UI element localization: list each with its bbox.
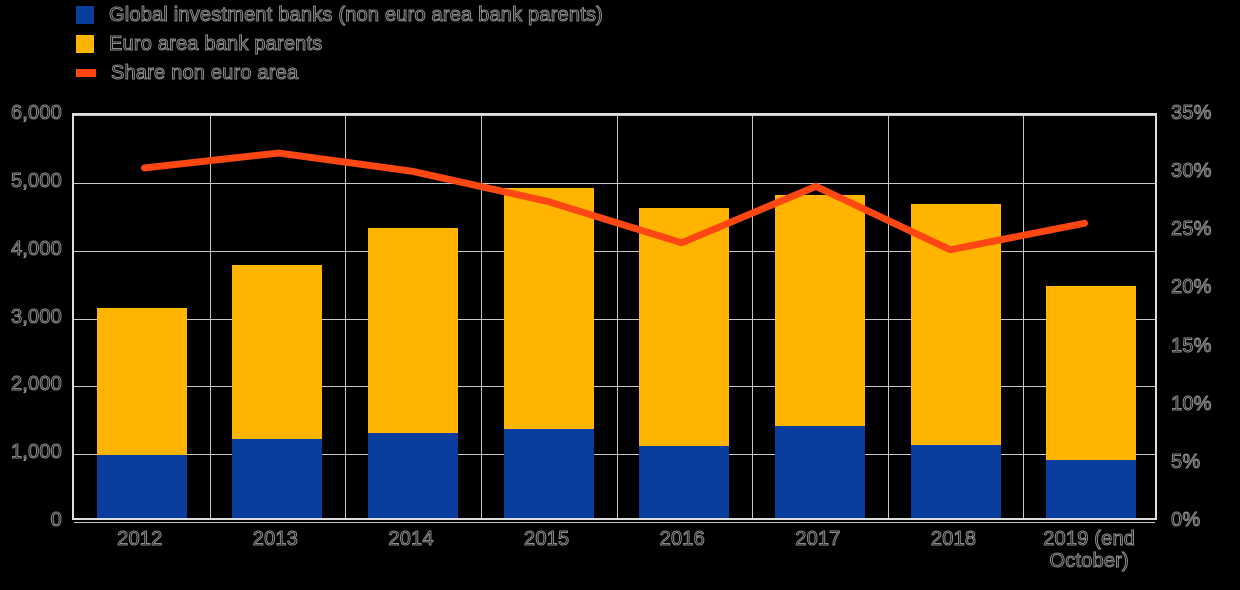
bar-segment-non-euro [774,426,865,518]
right-tick-label: 25% [1171,218,1212,241]
h-gridline [74,522,1155,523]
x-axis-label: 2016 [659,528,705,551]
h-gridline [74,115,1155,116]
x-axis-label: 2012 [117,528,163,551]
h-gridline [74,318,1155,320]
right-tick-label: 35% [1171,102,1212,125]
x-axis-label: 2014 [388,528,434,551]
left-tick-label: 1,000 [10,441,62,464]
v-gridline [616,115,618,518]
bar-segment-euro [96,307,187,455]
v-gridline [345,115,347,518]
legend-item: Share non euro area [76,62,603,85]
right-tick-label: 0% [1171,509,1201,532]
left-tick-label: 2,000 [10,373,62,396]
legend-line-orange-icon [76,69,96,77]
left-tick-label: 4,000 [10,237,62,260]
v-gridline [887,115,889,518]
bar-segment-euro [1046,286,1137,461]
v-gridline [209,115,211,518]
left-tick-label: 6,000 [10,102,62,125]
legend-item: Euro area bank parents [76,33,603,56]
legend-label: Share non euro area [110,62,299,85]
left-tick-label: 3,000 [10,305,62,328]
v-gridline [480,115,482,518]
x-axis: 2012 2013 2014 2015 2016 2017 2018 2019 (end Oc… [72,528,1157,588]
right-tick-label: 5% [1171,450,1201,473]
right-tick-label: 30% [1171,160,1212,183]
bar-segment-non-euro [910,445,1001,518]
bar-segment-non-euro [368,433,459,518]
bar-segment-euro [368,227,459,434]
h-gridline [74,454,1155,456]
right-tick-label: 15% [1171,334,1212,357]
share-line [140,149,1089,254]
v-gridline [752,115,754,518]
legend: Global investment banks (non euro area b… [76,4,603,91]
right-tick-label: 20% [1171,276,1212,299]
share-line-layer [140,149,1089,254]
x-axis-label: 2015 [524,528,570,551]
left-tick-label: 0 [50,509,62,532]
h-gridline [74,386,1155,388]
grid-layer [74,115,1155,523]
legend-label: Global investment banks (non euro area b… [108,4,604,27]
bar-segment-non-euro [96,454,187,518]
bar-segment-non-euro [639,446,730,518]
x-axis-label: 2017 [795,528,841,551]
x-axis-label: 2013 [252,528,299,551]
x-axis-label: 2019 (end October) [1043,528,1136,573]
bar-segment-euro [774,195,865,427]
plot-area [72,113,1157,523]
x-axis-label: 2018 [930,528,977,551]
legend-swatch-blue-icon [76,6,94,24]
bar-segment-euro [232,265,323,439]
bars-layer [74,115,1155,518]
bar-segment-non-euro [503,429,594,518]
legend-label: Euro area bank parents [108,33,323,56]
legend-item: Global investment banks (non euro area b… [76,4,604,27]
left-tick-label: 5,000 [10,169,62,192]
bar-segment-non-euro [232,438,323,518]
bar-segment-non-euro [1046,460,1137,518]
h-gridline [74,250,1155,252]
right-tick-label: 10% [1171,392,1212,415]
v-gridline [1023,115,1025,518]
legend-swatch-yellow-icon [76,35,94,53]
h-gridline [74,182,1155,184]
bar-segment-euro [639,208,730,447]
left-axis: 6,000 5,000 4,000 3,000 2,000 1,000 0 [0,0,62,590]
bar-segment-euro [503,187,594,430]
right-axis: 35% 30% 25% 20% 15% 10% 5% 0% [1171,0,1240,590]
